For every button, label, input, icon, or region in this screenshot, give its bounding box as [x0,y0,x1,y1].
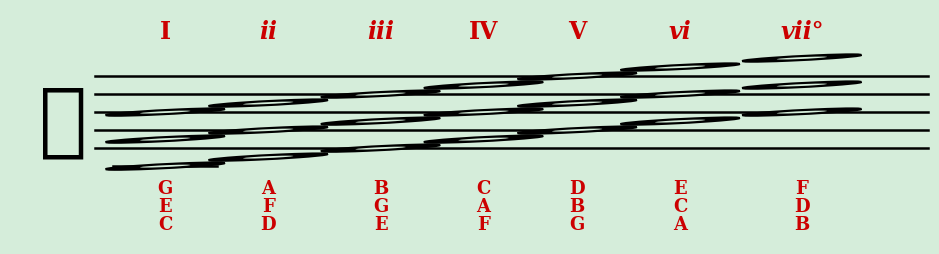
Ellipse shape [655,120,705,123]
Ellipse shape [743,109,861,116]
Text: E: E [673,179,687,197]
Ellipse shape [106,163,224,170]
Ellipse shape [106,109,224,116]
Ellipse shape [106,136,224,143]
Ellipse shape [621,118,740,125]
Ellipse shape [321,118,440,125]
Ellipse shape [621,64,740,71]
Text: V: V [568,20,586,44]
Text: A: A [477,197,490,215]
Text: B: B [373,179,388,197]
Text: B: B [794,215,809,233]
Ellipse shape [458,111,509,114]
Ellipse shape [655,66,705,69]
Ellipse shape [243,156,293,159]
Text: B: B [570,197,585,215]
Ellipse shape [208,100,328,107]
Ellipse shape [243,129,293,132]
Ellipse shape [517,100,637,107]
Text: I: I [160,20,171,44]
Ellipse shape [140,138,191,141]
Ellipse shape [208,127,328,134]
Ellipse shape [458,138,509,141]
Ellipse shape [743,55,861,62]
Text: F: F [477,215,490,233]
Text: C: C [158,215,173,233]
Text: C: C [476,179,491,197]
Text: D: D [794,197,809,215]
Text: ii: ii [259,20,277,44]
Ellipse shape [777,111,827,114]
Text: E: E [159,197,172,215]
Text: G: G [373,197,388,215]
Text: F: F [262,197,274,215]
Ellipse shape [517,73,637,81]
Ellipse shape [424,109,543,116]
Ellipse shape [356,147,406,150]
Text: F: F [795,179,808,197]
Ellipse shape [321,91,440,98]
Ellipse shape [552,129,602,132]
Ellipse shape [424,136,543,143]
Text: G: G [158,179,173,197]
Ellipse shape [777,84,827,87]
Ellipse shape [621,91,740,98]
Text: D: D [260,215,276,233]
Text: A: A [673,215,687,233]
Text: A: A [261,179,275,197]
Ellipse shape [552,102,602,105]
Ellipse shape [743,82,861,89]
Ellipse shape [517,127,637,134]
Ellipse shape [552,75,602,78]
Text: IV: IV [469,20,499,44]
Ellipse shape [424,82,543,89]
Ellipse shape [655,93,705,96]
Text: vi: vi [669,20,691,44]
Ellipse shape [140,111,191,114]
Ellipse shape [458,84,509,87]
Ellipse shape [243,102,293,105]
Ellipse shape [321,145,440,152]
Text: iii: iii [367,20,394,44]
Text: E: E [374,215,388,233]
Text: G: G [570,215,585,233]
Ellipse shape [356,120,406,123]
Text: vii°: vii° [780,20,824,44]
Text: D: D [569,179,585,197]
Text: 𝄞: 𝄞 [39,83,87,161]
Text: C: C [673,197,687,215]
Ellipse shape [140,165,191,168]
Ellipse shape [208,154,328,161]
Ellipse shape [356,93,406,96]
Ellipse shape [777,57,827,60]
